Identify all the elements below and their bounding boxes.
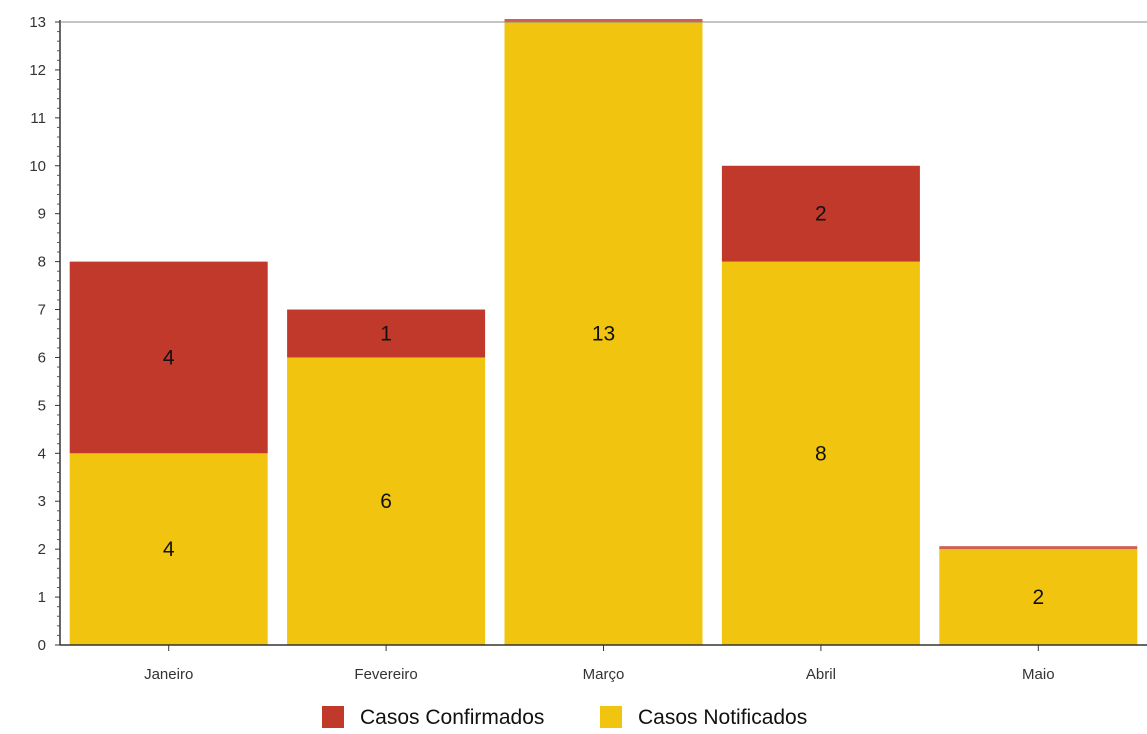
y-tick-label: 6: [38, 349, 46, 366]
legend-label-casos-confirmados[interactable]: Casos Confirmados: [360, 706, 544, 729]
y-tick-label: 11: [30, 110, 46, 127]
data-label: 6: [380, 490, 392, 513]
y-tick-label: 5: [38, 397, 46, 414]
bar-casos-notificados-janeiro[interactable]: [69, 453, 268, 645]
legend[interactable]: Casos Confirmados Casos Notificados: [322, 706, 807, 729]
y-tick-label: 12: [29, 62, 46, 79]
bar-casos-notificados-maio[interactable]: [939, 549, 1138, 645]
bar-cap-março: [504, 19, 703, 22]
data-label: 2: [1032, 586, 1044, 609]
y-tick-label: 8: [38, 254, 46, 271]
bar-casos-confirmados-fevereiro[interactable]: [287, 309, 486, 358]
legend-label-casos-notificados[interactable]: Casos Notificados: [638, 706, 807, 729]
x-tick-label: Maio: [1022, 666, 1055, 683]
bar-casos-notificados-abril[interactable]: [721, 261, 920, 645]
bar-casos-notificados-março[interactable]: [504, 22, 703, 645]
x-tick-label: Fevereiro: [354, 666, 417, 683]
y-tick-label: 13: [29, 14, 46, 31]
legend-swatch-casos-notificados[interactable]: [600, 706, 622, 728]
y-tick-label: 10: [29, 158, 46, 175]
data-label: 4: [163, 346, 175, 369]
y-tick-label: 9: [38, 206, 46, 223]
y-tick-label: 0: [38, 637, 46, 654]
bar-cap-maio: [939, 546, 1138, 550]
data-label: 4: [163, 538, 175, 561]
bars-layer: [69, 19, 1138, 645]
data-label: 13: [592, 323, 615, 346]
y-tick-label: 1: [38, 589, 46, 606]
legend-swatch-casos-confirmados[interactable]: [322, 706, 344, 728]
labels-layer: 4 4 6 1 13 8 2 2: [163, 203, 1044, 609]
data-label: 1: [380, 323, 392, 346]
x-tick-label: Abril: [806, 666, 836, 683]
x-tick-label: Janeiro: [144, 666, 193, 683]
y-tick-label: 2: [38, 541, 46, 558]
bar-casos-notificados-fevereiro[interactable]: [287, 357, 486, 645]
bar-casos-confirmados-abril[interactable]: [721, 165, 920, 262]
y-tick-label: 3: [38, 493, 46, 510]
x-tick-label: Março: [583, 666, 625, 683]
bar-casos-confirmados-janeiro[interactable]: [69, 261, 268, 454]
y-tick-label: 7: [38, 302, 46, 319]
data-label: 8: [815, 442, 827, 465]
data-label: 2: [815, 203, 827, 226]
y-tick-label: 4: [38, 445, 46, 462]
